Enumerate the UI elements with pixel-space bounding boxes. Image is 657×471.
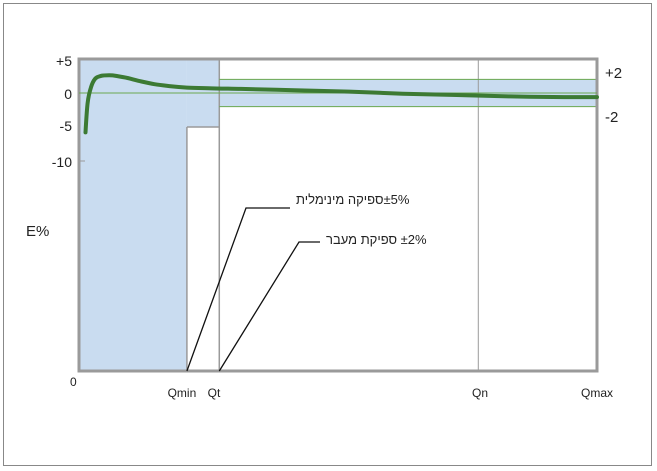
- gridlines: [79, 59, 597, 371]
- y-tick-label-0: 0: [64, 86, 72, 102]
- plot-frame: [77, 57, 599, 373]
- leader-min-flow: [186, 207, 290, 372]
- error-curve-0: [83, 73, 599, 135]
- x-tick-label-qmax: Qmax: [581, 386, 613, 400]
- annotation-transition-flow: ±2% ספיקת מעבר: [326, 232, 427, 247]
- series: [83, 73, 599, 135]
- labels: +5 0 -5 -10 +2 -2 E% 0 Qmin Qt Qn Qmax ±5%ספיקה מיני…: [26, 53, 622, 400]
- x-tick-label-0: 0: [70, 375, 77, 389]
- annotation-leaders: [186, 207, 320, 372]
- right-tick-label-plus2: +2: [605, 65, 622, 82]
- x-tick-label-qt: Qt: [208, 386, 221, 400]
- tolerance-bands: [79, 59, 597, 371]
- y-axis-label: E%: [26, 223, 49, 240]
- annotation-min-flow: ±5%ספיקה מינימלית: [296, 192, 410, 207]
- right-tick-label-minus2: -2: [605, 109, 618, 126]
- y-tick-label-minus10: -10: [52, 154, 72, 170]
- outer-frame: [3, 3, 652, 466]
- band-low-flow: [79, 59, 187, 371]
- leader-transition-flow: [218, 241, 320, 372]
- plot-border: [77, 57, 599, 373]
- y-tick-label-plus5: +5: [56, 53, 72, 69]
- y-tick-label-minus5: -5: [60, 118, 73, 134]
- x-tick-label-qn: Qn: [472, 386, 488, 400]
- x-tick-label-qmin: Qmin: [168, 386, 197, 400]
